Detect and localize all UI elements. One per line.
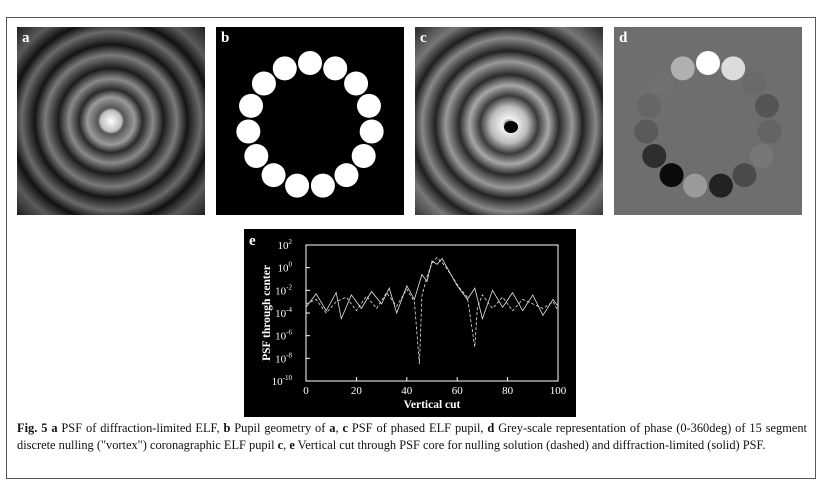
pupil-segment [344,71,369,96]
phase-segment [670,56,695,81]
x-tick-label: 0 [303,385,309,397]
pupil-segment [251,71,276,96]
caption-fig-number: Fig. 5 [17,421,48,435]
phase-segment [742,71,767,96]
phase-segment [649,71,674,96]
y-tick-label: 10-2 [275,283,292,297]
phase-segment [732,163,757,188]
panel-b-pupil-geometry: b [216,27,404,215]
panel-c-phased-psf-image: c [415,27,603,215]
y-tick-label: 102 [278,238,293,252]
pupil-segment [323,56,348,81]
pupil-segment [356,93,381,118]
pupil-segment [351,144,376,168]
panel-e-label: e [249,233,256,249]
phase-segment [659,163,684,188]
pupil-segment [272,56,297,81]
pupil-segment [298,51,322,75]
figure-frame [6,17,816,479]
phase-segment [696,51,720,75]
phase-segment [754,93,779,118]
pupil-segment [334,163,359,188]
y-tick-label: 10-4 [275,306,292,320]
phase-segment [749,144,774,168]
phase-segment [637,93,662,118]
x-tick-label: 100 [550,385,567,397]
pupil-segment [285,173,310,198]
y-tick-label: 100 [278,261,293,275]
panel-e-vertical-cut-chart: 0 20 40 60 80 100 102 100 10-2 10-4 10-6 10-8 10-10 V… [244,229,576,417]
pupil-segment [310,173,335,198]
figure-caption: Fig. 5 a PSF of diffraction-limited ELF,… [17,421,807,452]
panel-b-label: b [221,30,230,46]
y-tick-label: 10-8 [275,351,292,365]
x-tick-label: 80 [502,385,513,397]
x-tick-label: 60 [452,385,464,397]
phase-segment [642,144,667,168]
panel-c-label: c [420,30,427,46]
phase-segment [721,56,746,81]
x-tick-label: 20 [351,385,363,397]
phase-segment [757,119,782,144]
y-axis-label: PSF through center [261,265,273,361]
series-diffraction-solid [305,257,559,321]
panel-d-label: d [619,30,628,46]
y-tick-label: 10-6 [275,329,292,343]
pupil-segment [239,93,264,118]
phase-segment [683,173,708,198]
pupil-segment [359,119,384,144]
pupil-segment [244,144,269,168]
pupil-segment [236,119,261,144]
phase-segment [634,119,659,144]
phase-segment [708,173,733,198]
panel-a-psf-image: a [17,27,205,215]
x-tick-label: 40 [401,385,413,397]
y-tick-label: 10-10 [272,374,293,388]
x-axis-label: Vertical cut [404,399,461,411]
panel-a-label: a [22,30,30,46]
panel-d-phase-map: d [614,27,802,215]
series-nulling-dashed [305,256,559,365]
pupil-segment [261,163,286,188]
